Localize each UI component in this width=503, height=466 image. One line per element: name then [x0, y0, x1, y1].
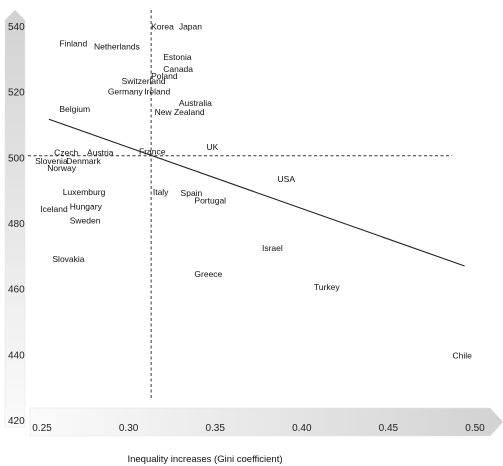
point-label: Japan — [179, 22, 202, 32]
point-label: Estonia — [163, 52, 192, 62]
x-tick-label: 0.50 — [465, 423, 485, 434]
point-label: Luxemburg — [63, 187, 106, 197]
x-axis-title: Inequality increases (Gini coefficient) — [127, 454, 282, 465]
point-label: UK — [207, 142, 219, 152]
point-label: Chile — [452, 350, 472, 360]
point-label: Slovakia — [52, 254, 84, 264]
point-label: Netherlands — [94, 42, 140, 52]
point-labels: Korea Japan Finland Netherlands Estonia Canad… — [35, 22, 472, 361]
trend-line — [48, 118, 465, 267]
point-label: Denmark — [66, 156, 101, 166]
point-label: New Zealand — [155, 107, 205, 117]
point-label: Poland — [151, 71, 178, 81]
y-tick-label: 500 — [8, 153, 25, 164]
y-tick-label: 440 — [8, 350, 25, 361]
x-axis-arrow — [29, 407, 503, 437]
point-label: USA — [278, 174, 296, 184]
x-tick-label: 0.35 — [205, 423, 225, 434]
point-label: Czech — [54, 148, 78, 158]
y-tick-label: 460 — [8, 285, 25, 296]
point-label: Korea — [151, 22, 174, 32]
point-label: Italy — [153, 187, 169, 197]
point-label: Spain — [181, 188, 203, 198]
point-label: Portugal — [194, 196, 226, 206]
y-tick-label: 420 — [8, 416, 25, 427]
point-label: Ireland — [144, 87, 170, 97]
x-tick-label: 0.40 — [292, 423, 312, 434]
point-label: Switzerland — [122, 76, 166, 86]
point-label: Israel — [262, 243, 283, 253]
y-axis-arrow — [4, 9, 26, 428]
point-label: Canada — [163, 64, 193, 74]
point-label: Turkey — [314, 282, 340, 292]
point-label: Iceland — [40, 204, 68, 214]
point-label: Greece — [194, 269, 222, 279]
point-label: Sweden — [70, 216, 101, 226]
point-label: Slovenia — [35, 156, 68, 166]
y-tick-label: 540 — [8, 22, 25, 33]
x-tick-label: 0.30 — [119, 423, 139, 434]
x-tick-label: 0.25 — [32, 423, 52, 434]
point-label: Austria — [87, 148, 114, 158]
x-axis-ticks: 0.25 0.30 0.35 0.40 0.45 0.50 — [32, 423, 485, 434]
point-label: Finland — [59, 39, 87, 49]
point-label: Norway — [47, 163, 77, 173]
point-label: Germany — [108, 87, 144, 97]
point-label: Hungary — [70, 201, 103, 211]
y-tick-label: 520 — [8, 88, 25, 99]
point-label: Australia — [179, 98, 212, 108]
y-tick-label: 480 — [8, 219, 25, 230]
point-label: Belgium — [59, 104, 90, 114]
x-tick-label: 0.45 — [379, 423, 399, 434]
point-label: France — [139, 146, 166, 156]
y-axis-ticks: 540 520 500 480 460 440 420 — [8, 22, 25, 427]
